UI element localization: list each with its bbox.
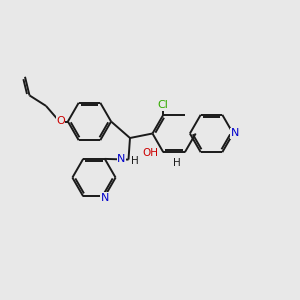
Text: N: N <box>230 128 239 139</box>
Text: N: N <box>100 193 109 203</box>
Text: N: N <box>117 154 125 164</box>
Text: Cl: Cl <box>158 100 169 110</box>
Text: O: O <box>56 116 65 126</box>
Text: H: H <box>173 158 181 168</box>
Text: OH: OH <box>142 148 158 158</box>
Text: H: H <box>131 156 139 167</box>
